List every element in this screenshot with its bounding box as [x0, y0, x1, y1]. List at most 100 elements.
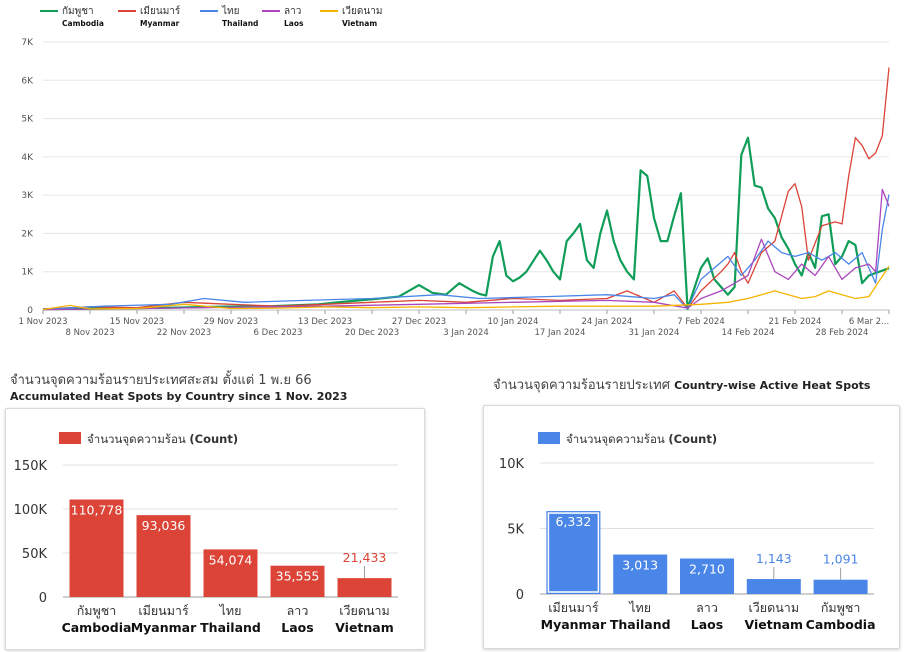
series-line-thailand — [42, 194, 890, 310]
legend-label-vietnam: เวียดนาม — [342, 5, 382, 17]
line-x-tick-label: 27 Dec 2023 — [392, 317, 446, 327]
bar-value-label: 35,555 — [276, 569, 320, 584]
series-line-cambodia — [42, 136, 890, 311]
accumulated-bar-chart: 0 50K 100K 150K จำนวนจุดความร้อน (Count) 110,… — [14, 432, 398, 635]
bar-category-label-en: Laos — [281, 620, 313, 635]
accumulated-chart-title: จำนวนจุดความร้อนรายประเทศสะสม ตั้งแต่ 1 … — [10, 369, 347, 403]
legend-label-thailand: ไทย — [221, 5, 239, 17]
bar-y-tick-label: 100K — [14, 503, 48, 518]
legend-label-cambodia: กัมพูชา — [62, 6, 94, 17]
bar-thailand — [613, 554, 668, 594]
line-y-tick-label: 4K — [21, 153, 34, 163]
bar-category-label-th: กัมพูชา — [77, 603, 117, 619]
bar-category-label-en: Myanmar — [541, 617, 607, 632]
bar-category-label-th: ไทย — [628, 600, 651, 615]
active-chart-panel: 0 5K 10K จำนวนจุดความร้อน (Count) 6,332 เมียน… — [483, 405, 900, 649]
bar-category-label-en: Myanmar — [131, 620, 197, 635]
bar-y-tick-label: 0 — [516, 588, 524, 603]
active-bar-chart: 0 5K 10K จำนวนจุดความร้อน (Count) 6,332 เมียน… — [499, 432, 876, 632]
bar-laos — [680, 558, 734, 594]
legend-label-en-vietnam: Vietnam — [342, 19, 377, 28]
bar-myanmar — [546, 511, 601, 594]
daily-heat-spots-line-chart: 0 1K 2K 3K 4K 5K 6K 7K 1 Nov 2023 15 Nov 2023 29 N… — [18, 5, 890, 338]
bar-category-label-en: Thailand — [610, 617, 671, 632]
bar-value-label: 21,433 — [343, 550, 387, 565]
legend-label-en-myanmar: Myanmar — [140, 19, 180, 28]
accumulated-title-en: Accumulated Heat Spots by Country since … — [10, 390, 348, 403]
bar-cambodia — [69, 499, 124, 597]
bar-legend-label-th: จำนวนจุดความร้อน — [566, 432, 668, 446]
line-y-tick-label: 1K — [21, 268, 34, 278]
line-x-tick-label: 13 Dec 2023 — [298, 317, 352, 327]
bar-value-label: 110,778 — [71, 503, 123, 518]
series-line-vietnam — [42, 265, 890, 311]
line-y-tick-label: 2K — [21, 229, 34, 239]
bar-legend-label-en: (Count) — [189, 432, 238, 446]
bar-myanmar — [136, 515, 191, 597]
line-y-tick-label: 7K — [21, 38, 34, 48]
legend-label-en-thailand: Thailand — [222, 19, 258, 28]
bar-category-label-en: Cambodia — [62, 620, 132, 635]
bar-vietnam — [746, 579, 801, 594]
line-x-tick-label: 8 Nov 2023 — [65, 328, 114, 338]
series-line-myanmar — [42, 67, 890, 310]
bar-category-label-th: ลาว — [696, 600, 718, 615]
bar-value-label: 1,091 — [823, 552, 859, 567]
bar-value-label: 93,036 — [142, 518, 186, 533]
line-x-tick-label: 31 Jan 2024 — [629, 328, 680, 338]
line-y-tick-label: 0 — [27, 306, 33, 316]
line-x-tick-label: 7 Feb 2024 — [677, 317, 725, 327]
bar-value-label: 6,332 — [556, 514, 592, 529]
bar-value-label: 54,074 — [209, 552, 253, 567]
bar-legend-swatch — [538, 432, 560, 444]
bar-category-label-th: กัมพูชา — [821, 600, 861, 616]
bar-y-tick-label: 150K — [14, 459, 48, 474]
bar-value-label: 2,710 — [689, 561, 725, 576]
line-x-tick-label: 6 Mar 2... — [849, 317, 889, 327]
bar-y-tick-label: 0 — [39, 591, 47, 606]
line-x-tick-label: 3 Jan 2024 — [443, 328, 489, 338]
line-x-tick-label: 24 Jan 2024 — [582, 317, 633, 327]
bar-category-label-en: Thailand — [200, 620, 261, 635]
bar-category-label-th: ลาว — [287, 603, 309, 618]
bar-category-label-th: ไทย — [219, 603, 242, 618]
bar-category-label-en: Cambodia — [806, 617, 876, 632]
bar-y-tick-label: 10K — [499, 457, 525, 472]
line-x-tick-label: 14 Feb 2024 — [722, 328, 775, 338]
active-title-en: Country-wise Active Heat Spots — [674, 379, 871, 392]
bar-category-label-en: Vietnam — [745, 617, 804, 632]
bar-thailand — [203, 549, 258, 597]
line-x-tick-label: 17 Jan 2024 — [535, 328, 586, 338]
bar-value-label: 1,143 — [756, 551, 792, 566]
line-x-tick-label: 28 Feb 2024 — [816, 328, 869, 338]
accumulated-chart-panel: 0 50K 100K 150K จำนวนจุดความร้อน (Count) 110,… — [5, 408, 425, 650]
legend-label-myanmar: เมียนมาร์ — [140, 5, 181, 17]
bar-cambodia — [813, 579, 868, 594]
line-x-tick-label: 10 Jan 2024 — [488, 317, 539, 327]
bar-category-label-th: เวียดนาม — [749, 600, 800, 615]
bar-legend-label-en: (Count) — [668, 432, 717, 446]
line-x-tick-label: 6 Dec 2023 — [254, 328, 303, 338]
legend-label-laos: ลาว — [284, 6, 301, 17]
line-x-tick-label: 15 Nov 2023 — [110, 317, 164, 327]
line-x-tick-label: 21 Feb 2024 — [769, 317, 822, 327]
active-chart-title: จำนวนจุดความร้อนรายประเทศ Country-wise A… — [493, 374, 870, 395]
legend-label-en-cambodia: Cambodia — [62, 19, 104, 28]
line-x-tick-label: 1 Nov 2023 — [18, 317, 67, 327]
line-x-tick-label: 29 Nov 2023 — [204, 317, 258, 327]
bar-legend-label: จำนวนจุดความร้อน (Count) — [566, 432, 717, 446]
line-x-tick-label: 22 Nov 2023 — [157, 328, 211, 338]
bar-vietnam — [337, 578, 392, 597]
line-x-tick-label: 20 Dec 2023 — [345, 328, 399, 338]
bar-legend-label: จำนวนจุดความร้อน (Count) — [87, 432, 238, 446]
bar-category-label-en: Vietnam — [335, 620, 394, 635]
line-y-tick-label: 3K — [21, 191, 34, 201]
bar-legend-swatch — [59, 432, 81, 444]
bar-category-label-th: เวียดนาม — [339, 603, 390, 618]
legend-label-en-laos: Laos — [284, 19, 304, 28]
bar-highlight-outline — [547, 512, 600, 593]
bar-category-label-en: Laos — [691, 617, 723, 632]
series-line-laos — [42, 188, 890, 311]
bar-y-tick-label: 5K — [507, 523, 524, 538]
line-y-tick-label: 6K — [21, 76, 34, 86]
